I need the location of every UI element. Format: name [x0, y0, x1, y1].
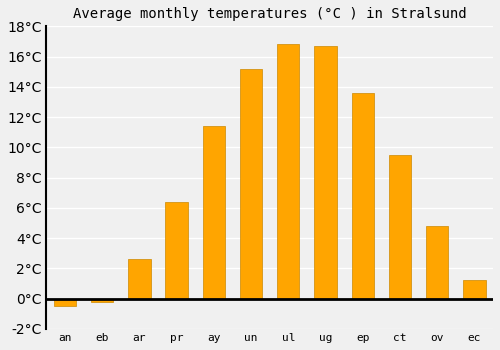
Bar [277, 44, 299, 299]
Bar [202, 126, 225, 299]
Bar [240, 69, 262, 299]
Bar [166, 202, 188, 299]
Title: Average monthly temperatures (°C ) in Stralsund: Average monthly temperatures (°C ) in St… [73, 7, 466, 21]
Bar [314, 46, 336, 299]
Bar [91, 299, 114, 302]
Bar [464, 280, 485, 299]
Bar [128, 259, 150, 299]
Bar [426, 226, 448, 299]
Bar [54, 299, 76, 306]
Bar [389, 155, 411, 299]
Bar [352, 93, 374, 299]
